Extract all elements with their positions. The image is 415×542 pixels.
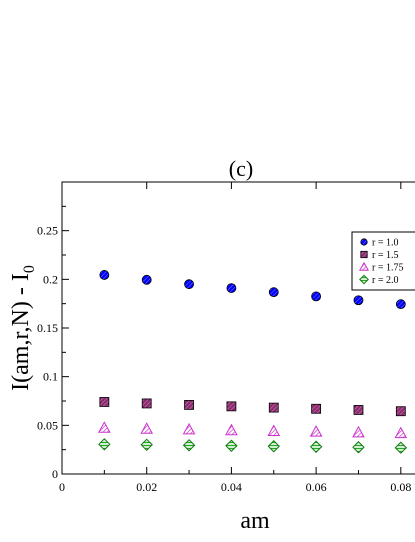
y-tick-label: 0.15 [37,321,58,335]
data-point-circle [99,270,110,280]
y-axis: 0 0.05 0.1 0.15 0.2 0.25 [37,205,69,481]
data-point-triangle [140,422,154,434]
x-tick-label: 0.04 [221,480,242,494]
y-axis-label: I(am,r,N) - I0 [8,265,38,391]
data-point-triangle [267,424,281,436]
legend: r = 1.0r = 1.5 r = 1.75r = 2.0 [351,231,415,291]
chart-title: (c) [229,156,253,181]
data-point-square [226,401,237,412]
legend-marker-square [360,250,368,259]
y-tick-label: 0 [52,467,58,481]
data-point-square [395,406,406,417]
legend-label: r = 1.0 [372,238,398,249]
data-point-triangle [309,425,323,437]
data-point-diamond [309,440,323,453]
data-point-diamond [352,441,365,454]
legend-label: r = 1.75 [372,263,403,274]
data-point-circle [353,295,364,306]
x-tick-label: 0.08 [390,480,411,494]
x-tick-label: 0 [59,480,65,494]
data-point-diamond [394,441,408,454]
data-point-circle [226,283,237,293]
data-point-circle [311,291,322,302]
legend-marker-triangle [358,261,370,271]
plot-frame [61,181,415,475]
legend-marker-circle [360,238,368,246]
y-tick-label: 0.25 [37,224,58,238]
x-axis: 0 0.02 0.04 0.06 0.08 [59,182,411,494]
data-point-diamond [182,439,196,452]
data-point-circle [184,279,194,290]
legend-label: r = 1.5 [372,250,398,261]
y-tick-label: 0.1 [43,370,58,384]
y-axis-label-main: I(am,r,N) - I [8,273,34,391]
y-tick-label: 0.2 [43,272,58,286]
x-tick-label: 0.06 [306,480,327,494]
data-point-circle [395,299,406,310]
x-axis-label: am [240,508,270,534]
data-point-square [353,405,364,415]
y-tick-label: 0.05 [37,418,58,432]
data-point-square [141,398,152,409]
data-point-circle [268,287,279,298]
data-point-triangle [182,422,196,435]
data-point-diamond [267,440,280,453]
data-points [98,270,408,454]
data-point-circle [141,274,152,285]
data-point-diamond [98,438,111,451]
data-point-triangle [225,423,238,436]
data-point-triangle [98,421,111,433]
legend-marker-diamond [359,274,369,285]
data-point-diamond [225,439,238,452]
data-point-triangle [394,426,408,439]
legend-label: r = 2.0 [372,275,398,286]
x-tick-label: 0.02 [136,480,157,494]
y-axis-label-subscript: 0 [21,265,38,273]
data-point-square [99,397,110,407]
data-point-triangle [352,425,365,438]
data-point-square [268,402,279,413]
data-point-square [311,403,322,414]
data-point-square [184,399,194,410]
data-point-diamond [140,438,153,452]
